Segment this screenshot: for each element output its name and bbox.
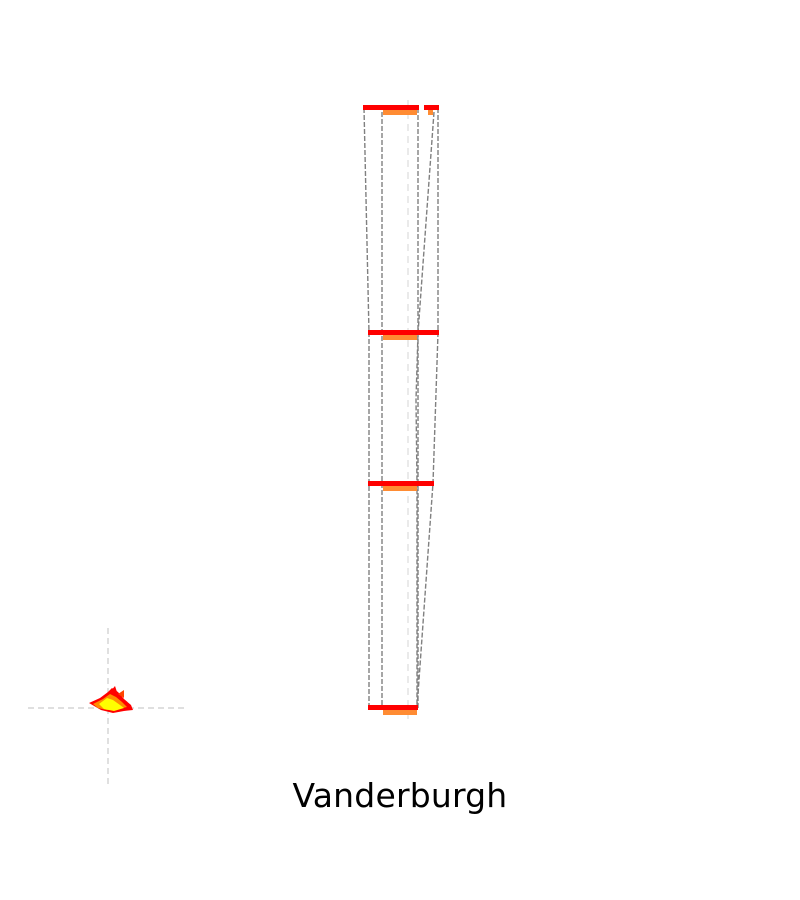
level-bar-bottom-primary: [368, 705, 418, 710]
level-bar-top-primary-right: [424, 105, 439, 110]
outline-right-outer: [416, 108, 439, 709]
flame-tongue-right: [118, 690, 124, 698]
flame-tongue-left: [110, 686, 117, 692]
level-bar-3-secondary: [383, 486, 417, 491]
level-bar-2-primary: [368, 330, 439, 335]
level-bar-top-primary-left: [363, 105, 419, 110]
flame-inner-shape: [99, 698, 124, 711]
outline-left-outer: [363, 107, 370, 708]
level-bar-top-secondary-stub: [428, 110, 433, 115]
diagram-title: Vanderburgh: [292, 776, 508, 815]
level-bar-bottom-secondary: [383, 710, 417, 715]
level-bars: [363, 105, 439, 715]
flame-glyph-icon: [89, 686, 133, 713]
column-outline: [363, 107, 439, 709]
level-bar-3-primary: [368, 481, 434, 486]
level-bar-top-secondary: [383, 110, 417, 115]
level-bar-2-secondary: [383, 335, 417, 340]
outline-right-taper: [415, 111, 435, 708]
